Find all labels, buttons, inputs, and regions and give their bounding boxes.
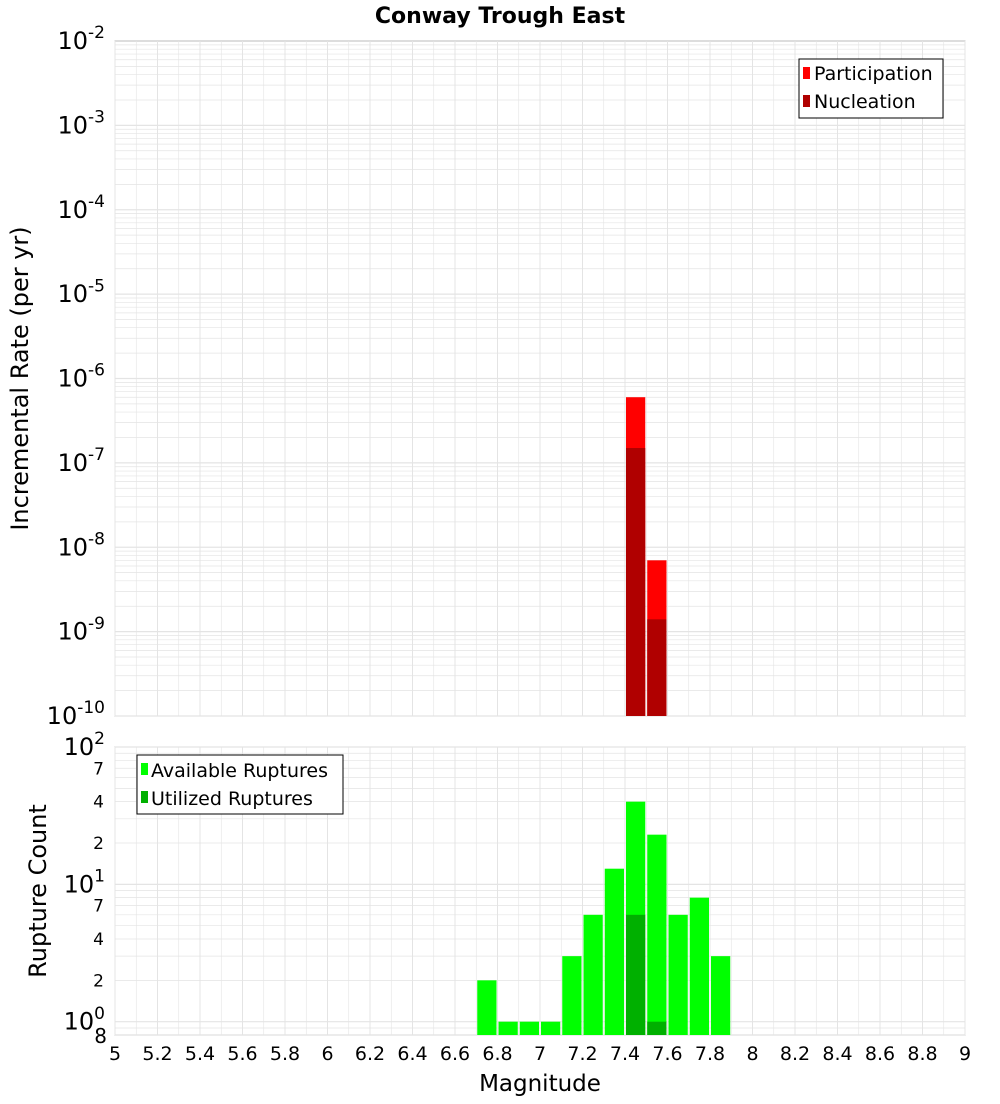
bottom-y-tick-label: 100: [64, 1004, 105, 1036]
x-tick-label: 8.6: [865, 1043, 895, 1065]
x-tick-label: 6.6: [440, 1043, 470, 1065]
x-axis-label: Magnitude: [479, 1071, 601, 1097]
nucleation-bar: [647, 619, 667, 716]
x-tick-label: 8: [746, 1043, 758, 1065]
participation-legend-swatch: [803, 67, 810, 79]
x-tick-label: 7.2: [567, 1043, 597, 1065]
bottom-legend-box: [136, 754, 344, 815]
available-ruptures-bar: [711, 956, 731, 1035]
x-tick-label: 5.6: [227, 1043, 257, 1065]
available-ruptures-bar: [477, 980, 497, 1035]
participation-legend-label: Participation: [814, 63, 933, 85]
utilized-legend-label: Utilized Ruptures: [151, 788, 313, 810]
top-y-tick-label: 10-10: [47, 698, 105, 730]
available-ruptures-bar: [689, 897, 709, 1035]
bottom-y-axis-label: Rupture Count: [24, 804, 52, 978]
top-y-tick-label: 10-6: [58, 361, 106, 393]
top-y-tick-label: 10-7: [58, 445, 106, 477]
bottom-y-tick-label: 7: [93, 897, 104, 917]
top-y-tick-label: 10-8: [58, 529, 106, 561]
x-tick-label: 6: [321, 1043, 333, 1065]
available-ruptures-bar: [604, 868, 624, 1035]
x-tick-label: 8.8: [907, 1043, 937, 1065]
bottom-y-tick-label: 2: [93, 834, 104, 854]
x-tick-label: 7.8: [695, 1043, 725, 1065]
x-tick-label: 8.4: [822, 1043, 852, 1065]
x-tick-label: 7.6: [652, 1043, 682, 1065]
top-y-tick-label: 10-3: [58, 108, 106, 140]
utilized-legend-swatch: [141, 791, 148, 803]
top-legend-box: [798, 58, 944, 119]
available-ruptures-bar: [519, 1021, 539, 1035]
top-y-tick-label: 10-9: [58, 614, 106, 646]
available-ruptures-bar: [583, 914, 603, 1035]
available-ruptures-bar: [498, 1021, 518, 1035]
x-tick-label: 5: [109, 1043, 121, 1065]
utilized-ruptures-bar: [626, 914, 646, 1035]
x-tick-label: 8.2: [780, 1043, 810, 1065]
bottom-y-tick-label: 4: [93, 930, 104, 950]
x-tick-label: 7: [534, 1043, 546, 1065]
x-tick-label: 6.8: [482, 1043, 512, 1065]
bottom-y-tick-label: 102: [64, 729, 105, 761]
top-y-tick-label: 10-5: [58, 276, 106, 308]
available-ruptures-bar: [647, 834, 667, 1035]
x-tick-label: 6.2: [355, 1043, 385, 1065]
bottom-y-tick-label: 2: [93, 971, 104, 991]
x-tick-label: 5.4: [185, 1043, 215, 1065]
available-ruptures-bar: [562, 956, 582, 1035]
nucleation-legend-label: Nucleation: [814, 91, 916, 113]
bottom-y-tick-label: 8: [94, 1024, 107, 1048]
utilized-ruptures-bar: [647, 1021, 667, 1035]
x-tick-label: 7.4: [610, 1043, 640, 1065]
available-legend-label: Available Ruptures: [151, 760, 328, 782]
available-ruptures-bar: [541, 1021, 561, 1035]
x-tick-label: 5.8: [270, 1043, 300, 1065]
chart-title: Conway Trough East: [375, 4, 626, 29]
available-ruptures-bar: [668, 914, 688, 1035]
available-legend-swatch: [141, 763, 148, 775]
top-y-tick-label: 10-2: [58, 23, 106, 55]
nucleation-legend-swatch: [803, 95, 810, 107]
x-tick-label: 6.4: [397, 1043, 427, 1065]
bottom-y-tick-label: 4: [93, 793, 104, 813]
bottom-y-tick-label: 7: [93, 759, 104, 779]
x-tick-label: 5.2: [142, 1043, 172, 1065]
x-tick-label: 9: [959, 1043, 971, 1065]
top-y-axis-label: Incremental Rate (per yr): [6, 226, 34, 530]
top-y-tick-label: 10-4: [58, 192, 106, 224]
nucleation-bar: [626, 448, 646, 716]
bottom-y-tick-label: 101: [64, 867, 105, 899]
